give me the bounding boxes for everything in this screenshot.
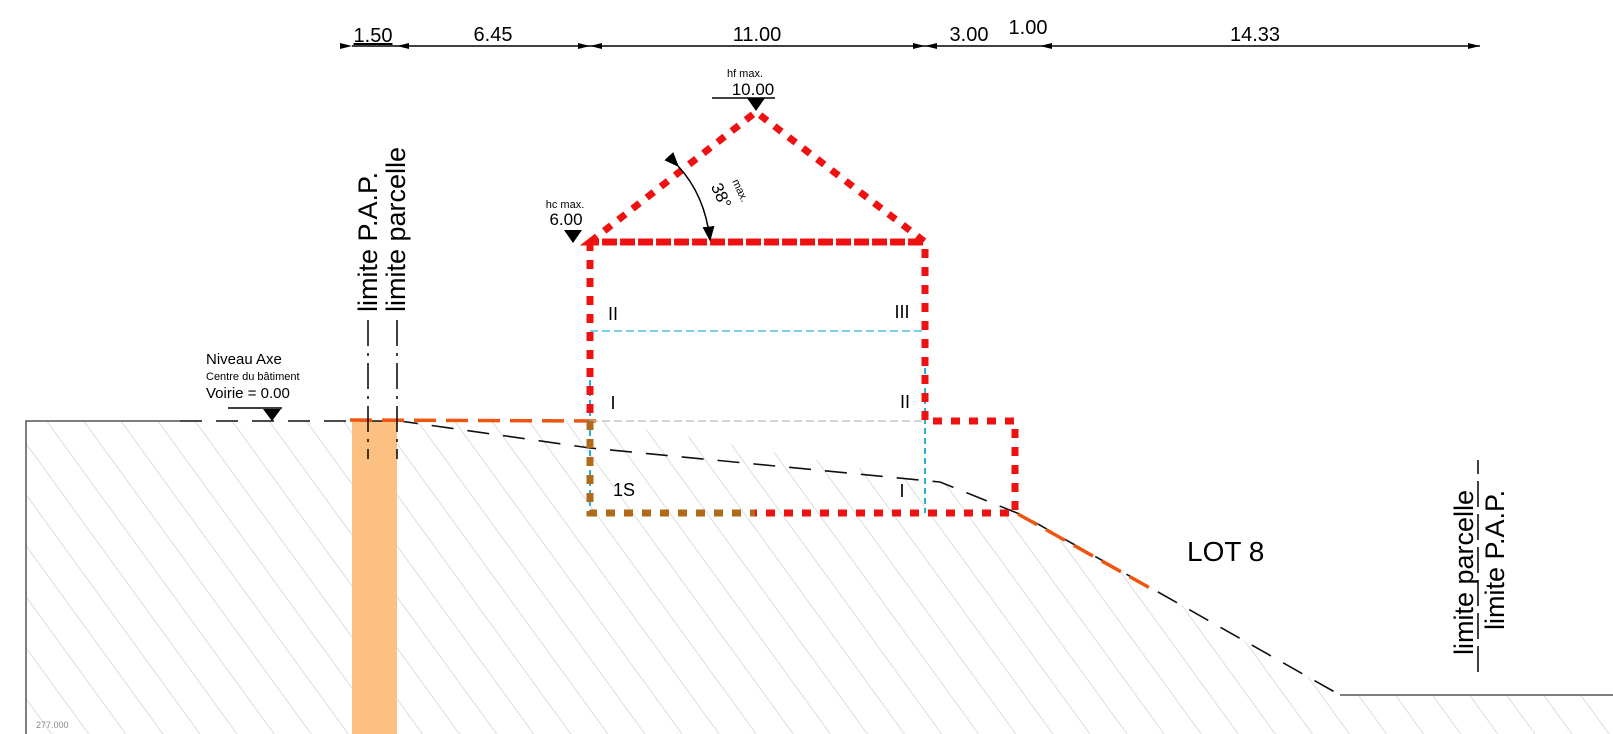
- ridge-height-value: 10.00: [732, 80, 775, 99]
- niveau-value: Voirie = 0.00: [206, 385, 290, 402]
- ground-outline: [25, 420, 180, 734]
- eave-height-label: hc max.: [546, 199, 585, 211]
- niveau-marker-icon: [263, 409, 281, 421]
- floor-label-right: III: [894, 302, 909, 322]
- floor-label-left: 1S: [613, 480, 635, 500]
- ground-hatch: [26, 421, 1613, 734]
- niveau-subtitle: Centre du bâtiment: [206, 371, 300, 383]
- floor-label-right: II: [900, 392, 910, 412]
- proposed-terrain-right: [1017, 512, 1151, 590]
- limit-parcel-label-left: limite parcelle: [381, 147, 411, 312]
- ridge-height-label: hf max.: [727, 68, 763, 80]
- dimension-arrows: [340, 43, 1480, 49]
- dimension-label: 11.00: [733, 24, 782, 46]
- roof-angle-arc: [664, 152, 715, 242]
- limit-pap-label-left: limite P.A.P.: [353, 172, 383, 312]
- proposed-terrain-left: [349, 418, 601, 423]
- limit-pap-label-right: limite P.A.P.: [1480, 490, 1510, 630]
- floor-label-left: I: [610, 393, 615, 413]
- dimension-label: 1.00: [1009, 17, 1048, 39]
- ridge-height-marker-icon: [747, 98, 765, 111]
- dimension-label: 14.33: [1230, 24, 1280, 46]
- dimension-label: 6.45: [474, 24, 513, 46]
- eave-height-value: 6.00: [549, 210, 582, 229]
- pap-parcel-strip: [352, 421, 397, 734]
- limit-parcel-label-right: limite parcelle: [1449, 490, 1479, 655]
- lot-label: LOT 8: [1187, 536, 1264, 567]
- eave-height-marker-icon: [564, 230, 582, 243]
- max-envelope-roof: [579, 107, 936, 246]
- dimension-label: 1.50: [354, 25, 393, 47]
- basement-edge: [586, 421, 755, 517]
- floor-label-right: I: [899, 481, 904, 501]
- max-envelope-walls: [590, 238, 1019, 517]
- niveau-title: Niveau Axe: [206, 351, 282, 368]
- corner-reference: 277.000: [36, 720, 69, 730]
- dimension-label: 3.00: [950, 24, 989, 46]
- floor-label-left: II: [608, 304, 618, 324]
